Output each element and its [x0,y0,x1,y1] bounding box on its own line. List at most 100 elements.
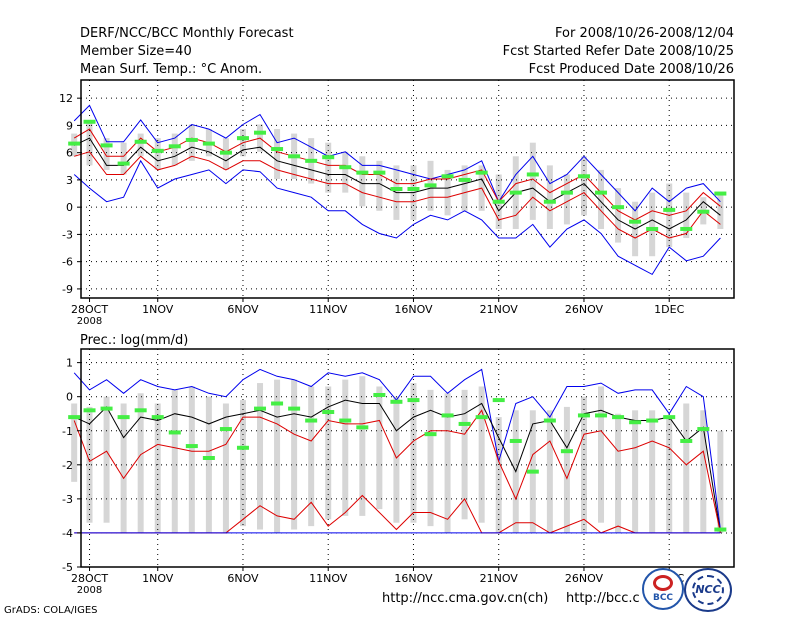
ensemble-mark [646,226,659,231]
spread-box [154,403,161,533]
spread-box [274,129,281,180]
spread-box [615,188,622,243]
spread-box [376,386,383,510]
y-tick-label: 6 [66,147,73,160]
y-tick-label: -2 [62,459,73,472]
ensemble-mark [83,119,96,124]
spread-box [120,142,127,175]
y-tick-label: -3 [62,493,73,506]
variable-label: Mean Surf. Temp.: °C Anom. [80,62,263,77]
bcc-logo-emblem-icon [653,575,673,591]
ncc-logo-globe-icon [692,575,724,605]
ensemble-mark [117,415,130,420]
spread-box [632,410,639,533]
ensemble-mark [407,187,420,191]
ensemble-mark [288,154,301,159]
ensemble-mark [560,449,573,454]
spread-box [683,192,690,239]
ensemble-mark [526,469,539,474]
ensemble-mark [83,408,96,413]
spread-box [393,396,400,523]
ensemble-mark [202,456,215,460]
precip-chart-label: Prec.: log(mm/d) [80,333,188,348]
ensemble-mark [492,398,505,403]
spread-box [376,160,383,211]
x-tick-label: 26NOV [565,572,604,585]
spread-box [649,192,656,257]
ensemble-mark [356,425,369,430]
ncc-logo-text: NCC [695,583,721,596]
spread-box [205,396,212,533]
spread-box [137,393,144,533]
ensemble-mark [339,418,352,423]
bcc-logo: BCC [642,568,684,610]
spread-box [700,410,707,533]
spread-box [444,393,451,533]
ensemble-mark [219,150,232,155]
produced-date: Fcst Produced Date 2008/10/26 [528,62,734,77]
y-tick-label: 0 [66,201,73,214]
ensemble-mark [697,209,710,214]
ensemble-mark [390,399,403,404]
spread-box [86,119,93,166]
ensemble-mark [134,408,147,413]
spread-box [546,165,553,229]
spread-box [461,165,468,211]
spread-box [308,386,315,527]
ensemble-mark [560,190,573,195]
ensemble-mark [151,148,164,153]
y-tick-label: -9 [62,283,73,296]
spread-box [717,192,724,229]
ensemble-mark [339,165,352,170]
spread-box [171,389,178,533]
y-tick-label: -1 [62,425,73,438]
y-tick-label: 3 [66,174,73,187]
ensemble-mark [441,413,454,418]
x-tick-sublabel: 2008 [77,585,102,596]
x-tick-label: 1NOV [142,303,174,316]
ensemble-mark [475,415,488,420]
ensemble-mark [697,427,710,432]
ensemble-mark [526,172,539,177]
ensemble-mark [168,144,181,149]
x-tick-label: 11NOV [309,572,348,585]
spread-box [239,400,246,527]
x-tick-label: 6NOV [227,572,259,585]
spread-box [563,406,570,533]
series-mean [73,137,721,230]
spread-box [342,151,349,193]
y-tick-label: -4 [62,527,73,540]
chart-title: DERF/NCC/BCC Monthly Forecast [80,26,294,41]
spread-box [410,383,417,523]
ensemble-mark [236,136,249,141]
ensemble-mark [646,418,659,423]
x-tick-label: 21NOV [480,303,519,316]
x-tick-label: 21NOV [480,572,519,585]
spread-box [359,156,366,207]
spread-box [598,169,605,229]
ensemble-mark [117,161,130,166]
ensemble-mark [100,406,113,411]
ensemble-mark [68,141,81,146]
ensemble-mark [305,158,318,163]
ensemble-mark [680,226,693,231]
spread-box [137,133,144,157]
spread-box [342,379,349,516]
footer-url-ch[interactable]: http://ncc.cma.gov.cn(ch) [382,591,549,606]
footer-url-bcc[interactable]: http://bcc.c [566,591,640,606]
ensemble-mark [288,406,301,411]
grads-credit: GrADS: COLA/IGES [4,605,98,616]
spread-box [427,389,434,527]
spread-box [154,138,161,170]
spread-box [529,142,536,220]
ensemble-mark [185,137,198,142]
ensemble-mark [543,199,556,204]
series-lower [74,151,721,239]
ensemble-mark [356,170,369,175]
y-tick-label: 12 [59,92,73,105]
ensemble-mark [168,430,181,435]
ensemble-mark [424,183,437,188]
ensemble-mark [595,190,608,195]
ensemble-mark [185,444,198,449]
